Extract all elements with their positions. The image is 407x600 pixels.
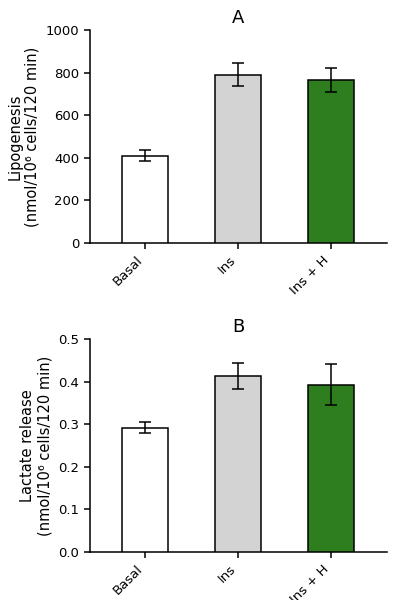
Bar [215, 75, 261, 243]
Text: B: B [232, 317, 244, 335]
Bar [122, 156, 168, 243]
Y-axis label: Lipogenesis
(nmol/10⁶ cells/120 min): Lipogenesis (nmol/10⁶ cells/120 min) [8, 46, 40, 227]
Y-axis label: Lactate release
(nmol/10⁶ cells/120 min): Lactate release (nmol/10⁶ cells/120 min) [20, 355, 53, 536]
Bar [122, 428, 168, 552]
Bar [308, 385, 354, 552]
Bar [215, 376, 261, 552]
Bar [308, 80, 354, 243]
Text: A: A [232, 8, 244, 26]
